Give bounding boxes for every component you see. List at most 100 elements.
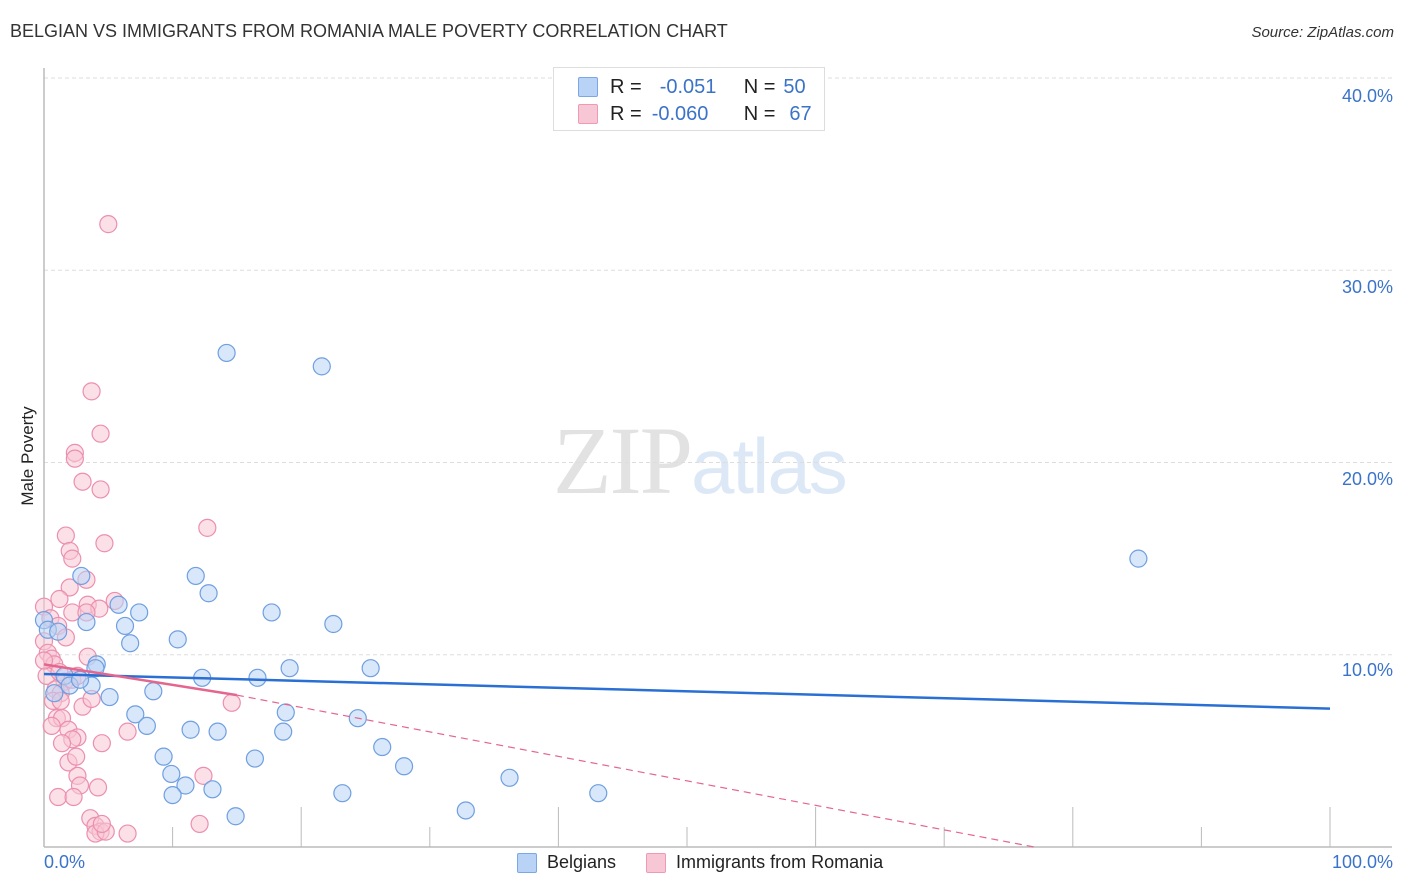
data-point[interactable] <box>126 705 145 724</box>
legend-label-romania: Immigrants from Romania <box>676 852 884 872</box>
data-point[interactable] <box>49 622 68 641</box>
data-point[interactable] <box>109 595 128 614</box>
data-point[interactable] <box>118 824 137 843</box>
data-point[interactable] <box>65 449 84 468</box>
data-point[interactable] <box>248 668 267 687</box>
chart-title: BELGIAN VS IMMIGRANTS FROM ROMANIA MALE … <box>10 21 728 41</box>
data-point[interactable] <box>95 534 114 553</box>
data-point[interactable] <box>276 703 295 722</box>
data-point[interactable] <box>226 807 245 826</box>
x-tick-min: 0.0% <box>44 852 86 872</box>
data-point[interactable] <box>82 382 101 401</box>
data-point[interactable] <box>198 518 217 537</box>
data-point[interactable] <box>394 757 414 776</box>
data-point[interactable] <box>1129 549 1148 568</box>
data-point[interactable] <box>45 684 64 703</box>
source-label: Source: ZipAtlas.com <box>1251 24 1394 41</box>
data-point[interactable] <box>52 734 72 753</box>
data-point[interactable] <box>100 687 119 707</box>
n-label: N = <box>743 102 776 125</box>
data-point[interactable] <box>77 612 96 632</box>
data-point[interactable] <box>49 787 68 807</box>
data-point[interactable] <box>60 578 79 597</box>
data-point[interactable] <box>92 814 111 834</box>
data-point[interactable] <box>67 747 86 766</box>
data-point[interactable] <box>121 634 140 653</box>
r-label: R = <box>610 102 642 125</box>
data-point[interactable] <box>99 215 118 234</box>
r-value: -0.060 <box>651 102 709 125</box>
r-value: -0.051 <box>659 75 717 98</box>
data-point[interactable] <box>361 659 380 678</box>
data-point[interactable] <box>162 764 181 784</box>
data-point[interactable] <box>208 722 227 741</box>
data-point[interactable] <box>91 480 110 499</box>
data-point[interactable] <box>42 716 61 735</box>
belgians-swatch-icon <box>578 77 598 97</box>
data-point[interactable] <box>137 716 156 735</box>
data-point[interactable] <box>312 357 331 376</box>
stats-legend-row-belgians: R = -0.051 N = 50 <box>578 75 806 99</box>
data-point[interactable] <box>199 584 218 603</box>
legend-label-belgians: Belgians <box>547 852 617 872</box>
data-point[interactable] <box>194 766 213 785</box>
series-belgians-points <box>34 343 1148 826</box>
series-legend: Belgians Immigrants from Romania <box>517 852 913 873</box>
data-point[interactable] <box>373 737 392 757</box>
data-point[interactable] <box>176 776 195 795</box>
romania-trend-extrapolation <box>236 694 1035 848</box>
data-point[interactable] <box>168 630 187 649</box>
data-point[interactable] <box>333 784 352 803</box>
axes <box>43 68 1392 848</box>
data-point[interactable] <box>64 787 83 807</box>
data-point[interactable] <box>50 589 69 609</box>
n-label: N = <box>743 75 776 98</box>
stats-legend: R = -0.051 N = 50 R = -0.060 N = 67 <box>553 67 825 131</box>
data-point[interactable] <box>262 603 281 622</box>
data-point[interactable] <box>500 768 519 787</box>
data-point[interactable] <box>88 778 108 797</box>
data-point[interactable] <box>245 749 265 768</box>
y-tick-40: 40.0% <box>1341 86 1393 106</box>
data-point[interactable] <box>154 747 173 766</box>
data-point[interactable] <box>118 722 137 741</box>
data-point[interactable] <box>63 549 82 568</box>
data-point[interactable] <box>190 814 209 834</box>
data-point[interactable] <box>92 734 111 753</box>
data-point[interactable] <box>203 780 222 799</box>
data-point[interactable] <box>91 424 110 443</box>
zipatlas-watermark: ZIPatlas <box>553 405 848 516</box>
legend-item-belgians[interactable]: Belgians <box>517 852 616 873</box>
trend-lines <box>43 663 1331 848</box>
data-point[interactable] <box>324 614 343 634</box>
data-point[interactable] <box>280 659 299 678</box>
watermark-atlas: atlas <box>691 422 848 510</box>
y-axis-label: Male Poverty <box>18 406 37 506</box>
data-point[interactable] <box>186 566 205 586</box>
data-point[interactable] <box>456 801 475 820</box>
data-point[interactable] <box>222 693 241 712</box>
data-point[interactable] <box>56 526 75 545</box>
data-point[interactable] <box>72 566 91 586</box>
data-point[interactable] <box>115 616 135 636</box>
data-point[interactable] <box>181 720 200 739</box>
data-point[interactable] <box>144 682 163 701</box>
data-point[interactable] <box>130 603 149 622</box>
stats-legend-row-romania: R = -0.060 N = 67 <box>578 102 812 126</box>
legend-item-romania[interactable]: Immigrants from Romania <box>646 852 883 873</box>
data-point[interactable] <box>217 343 236 363</box>
romania-swatch-icon <box>646 852 667 873</box>
n-value: 67 <box>789 102 812 125</box>
y-tick-30: 30.0% <box>1341 277 1393 297</box>
gridlines <box>44 77 1392 656</box>
data-point[interactable] <box>589 784 608 803</box>
r-label: R = <box>610 75 642 98</box>
data-point[interactable] <box>163 785 182 805</box>
belgians-swatch-icon <box>517 852 537 873</box>
n-value: 50 <box>783 75 806 98</box>
data-point[interactable] <box>274 722 293 741</box>
series-romania-points <box>34 215 241 843</box>
watermark-zip: ZIP <box>553 407 693 514</box>
data-point[interactable] <box>73 472 92 491</box>
